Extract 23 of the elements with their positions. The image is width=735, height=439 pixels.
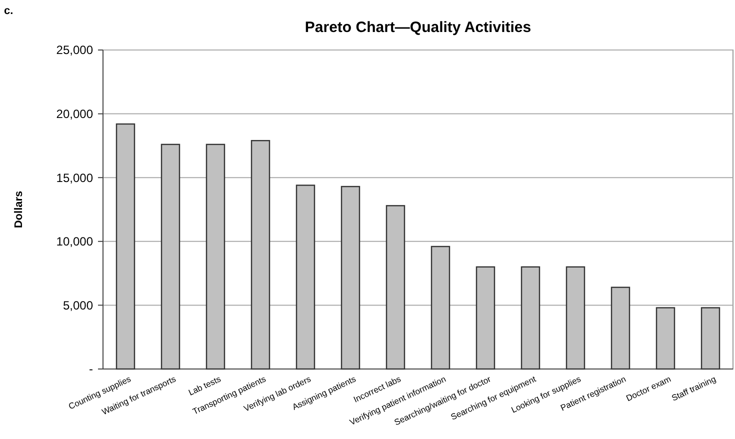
y-axis-title: Dollars <box>13 190 25 228</box>
bar <box>250 140 270 370</box>
y-tick-label: 20,000 <box>56 107 94 121</box>
y-tick-label: 10,000 <box>56 234 94 249</box>
bar <box>116 123 136 370</box>
y-tick-label: 5,000 <box>62 298 94 312</box>
bar <box>296 184 316 370</box>
bar <box>520 266 540 370</box>
bar <box>700 307 720 370</box>
bar <box>476 266 496 370</box>
bar <box>340 186 360 370</box>
bar <box>386 205 406 370</box>
y-tick-label: - <box>89 362 93 376</box>
bar <box>566 266 586 370</box>
text: c. <box>4 5 14 17</box>
y-tick-label: 15,000 <box>56 170 94 185</box>
bar <box>610 286 630 370</box>
bar <box>206 144 226 370</box>
bar <box>160 144 180 370</box>
chart-title: Pareto Chart—Quality Activities <box>304 19 532 36</box>
bar <box>656 307 676 370</box>
bar <box>430 246 450 370</box>
y-tick-label: 25,000 <box>56 43 94 58</box>
